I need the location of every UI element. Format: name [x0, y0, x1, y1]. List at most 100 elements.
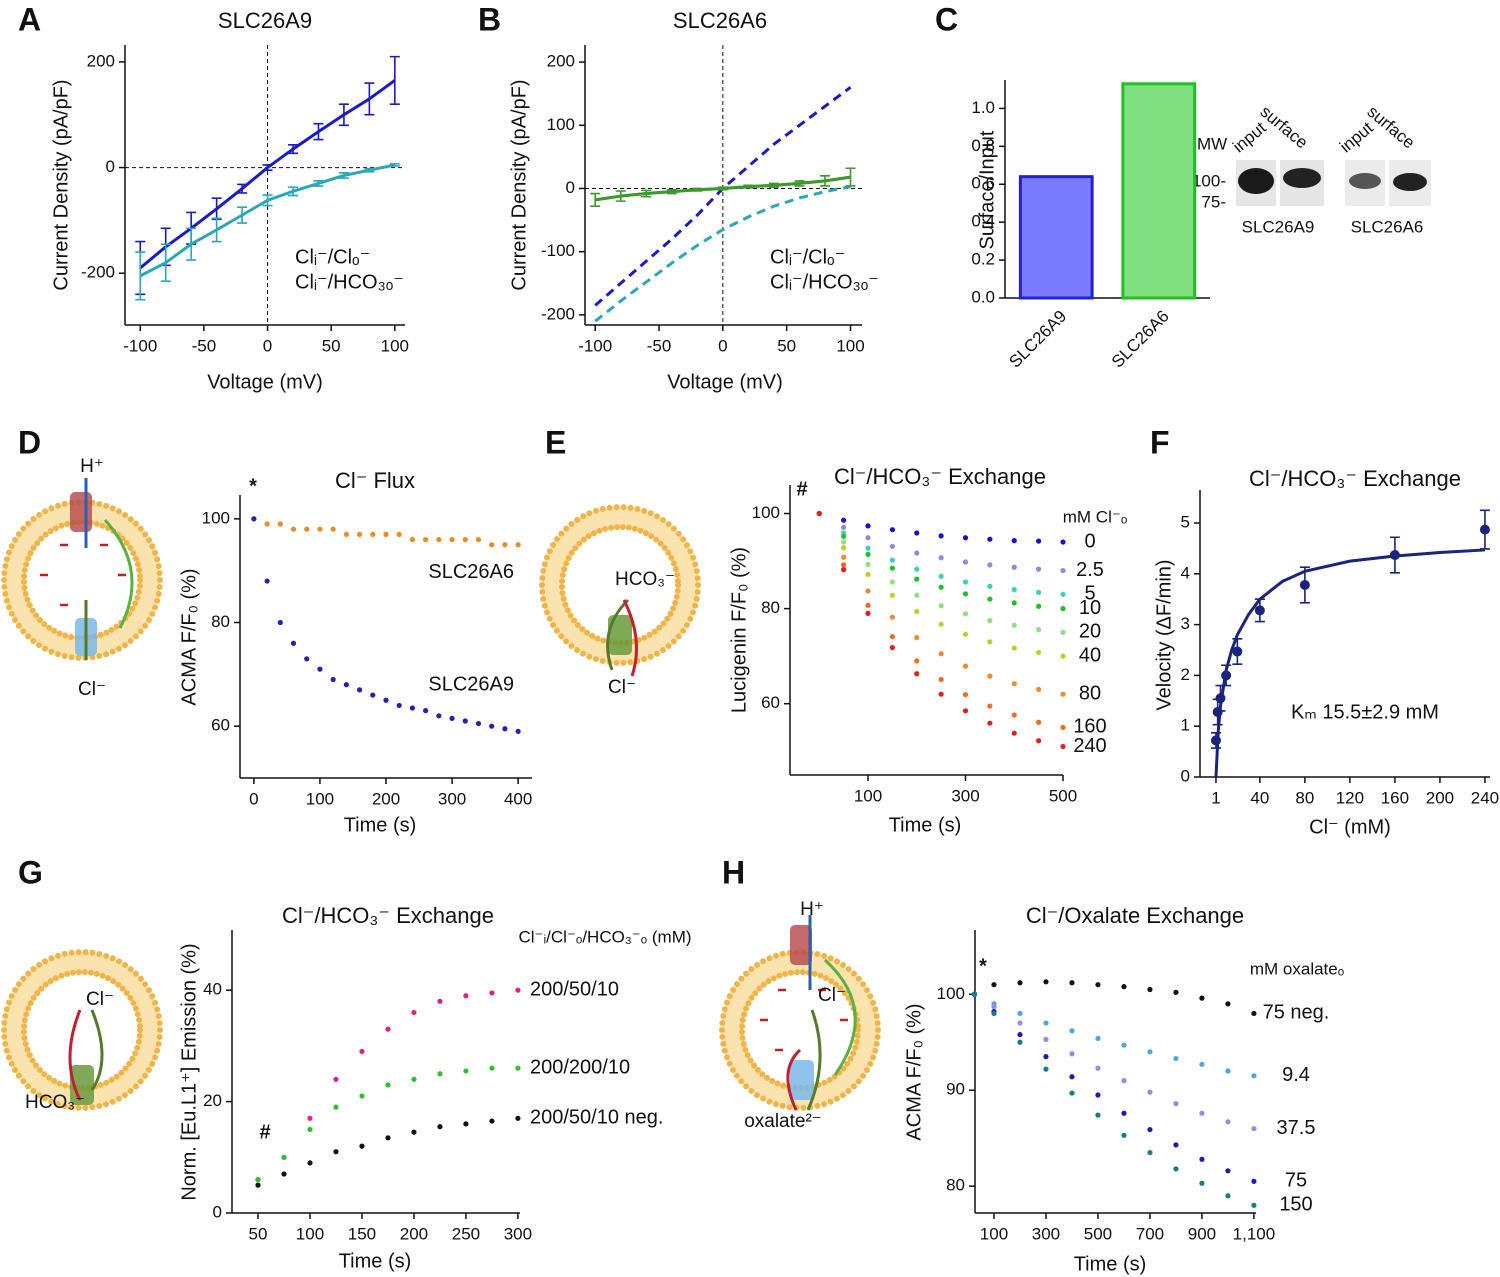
point: [515, 542, 521, 548]
point: [987, 703, 993, 709]
error-bar: [237, 183, 248, 194]
point: [865, 571, 871, 577]
point: [1043, 1066, 1049, 1072]
ion-label: H⁺: [800, 899, 824, 920]
point: [1043, 1036, 1049, 1042]
legend-entry: 200/200/10: [530, 1056, 630, 1078]
point: [515, 728, 521, 734]
y-tick-label: 80: [761, 598, 780, 617]
x-tick-label: 200: [400, 1224, 428, 1243]
x-tick-label: 0: [249, 789, 258, 808]
x-tick-label: SLC26A9: [1005, 307, 1070, 372]
point: [987, 596, 993, 602]
legend-title: mM Cl⁻ₒ: [1063, 507, 1128, 526]
y-tick-label: -200: [81, 263, 115, 282]
ion-label: Cl⁻: [608, 677, 636, 698]
point: [1225, 1168, 1231, 1174]
point: [1060, 743, 1066, 750]
point: [962, 559, 969, 565]
point: [1095, 1092, 1101, 1098]
point: [865, 561, 871, 567]
point: [1060, 724, 1066, 731]
point: [889, 565, 895, 571]
error-bar: [389, 163, 400, 167]
error-bar: [313, 122, 324, 141]
point: [330, 526, 336, 532]
error-bar: [819, 175, 830, 187]
error-bar: [717, 186, 728, 191]
y-tick-label: 0.8: [971, 136, 995, 155]
x-axis-label: Time (s): [1074, 1253, 1147, 1275]
point: [317, 666, 323, 672]
chart-title: Cl⁻/HCO₃⁻ Exchange: [834, 464, 1046, 489]
y-tick-label: 20: [203, 1091, 222, 1110]
y-tick-label: 100: [202, 508, 230, 527]
point: [370, 692, 376, 698]
legend-entry: 5: [1084, 583, 1095, 605]
point: [1060, 606, 1066, 612]
point: [841, 539, 847, 545]
point: [962, 591, 969, 597]
point: [1060, 567, 1066, 574]
legend-entry: 10: [1079, 597, 1101, 619]
point: [865, 602, 871, 608]
point: [1036, 566, 1042, 572]
x-tick-label: 1,100: [1233, 1224, 1276, 1243]
x-tick-label: 300: [951, 786, 979, 805]
point: [1251, 1202, 1257, 1208]
y-tick-label: 80: [211, 612, 230, 631]
point: [914, 658, 920, 664]
x-axis-label: Voltage (mV): [207, 371, 323, 393]
error-bar: [262, 194, 273, 207]
point: [356, 687, 363, 693]
point: [1147, 1149, 1153, 1156]
point: [396, 702, 402, 709]
point: [437, 1124, 443, 1130]
point: [962, 631, 969, 637]
legend-entry: 37.5: [1277, 1117, 1316, 1139]
error-bar: [338, 103, 349, 127]
point: [343, 682, 349, 688]
legend-entry: 2.5: [1076, 559, 1104, 581]
legend-entry: 20: [1079, 621, 1101, 643]
point: [1017, 1020, 1023, 1026]
point: [1036, 626, 1042, 633]
point: [463, 1068, 469, 1074]
point: [1147, 986, 1153, 993]
y-tick-label: 0.0: [971, 287, 995, 306]
point: [889, 557, 895, 563]
point: [411, 1129, 417, 1135]
x-tick-label: 100: [854, 786, 882, 805]
point: [971, 991, 978, 997]
point: [1011, 730, 1017, 736]
point: [1060, 591, 1066, 597]
point: [987, 583, 993, 589]
point: [889, 543, 895, 549]
fit-line: [1214, 548, 1486, 778]
point: [962, 579, 969, 585]
point: [1199, 1061, 1205, 1067]
y-tick-label: 0.6: [971, 174, 995, 193]
point: [359, 1048, 365, 1055]
point: [987, 720, 993, 726]
error-bar: [666, 188, 677, 195]
point: [489, 542, 495, 548]
point: [987, 639, 993, 645]
error-bar: [211, 217, 222, 243]
y-axis-label: ACMA F/F₀ (%): [178, 568, 200, 705]
point: [991, 982, 997, 988]
x-tick-label: SLC26A6: [1108, 307, 1173, 372]
y-tick-label: 60: [761, 693, 780, 712]
y-tick-label: 0.2: [971, 250, 995, 269]
ion-label: oxalate²⁻: [744, 1111, 822, 1132]
point: [914, 671, 920, 677]
legend-entry: Clᵢ⁻/HCO₃ₒ⁻: [770, 271, 879, 293]
point: [1043, 979, 1049, 985]
legend-title: mM oxalateₒ: [1250, 959, 1344, 978]
point: [1121, 1078, 1127, 1084]
y-tick-label: 5: [1181, 513, 1190, 532]
point: [307, 1160, 313, 1166]
ion-label: H⁺: [80, 456, 104, 477]
arrow: [606, 598, 630, 671]
error-bar: [389, 55, 400, 105]
